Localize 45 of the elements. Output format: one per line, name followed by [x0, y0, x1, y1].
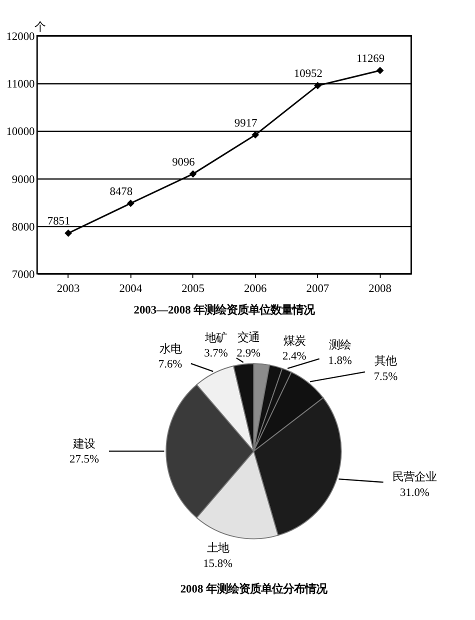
slice-label: 民营企业: [392, 470, 437, 484]
slice-label: 测绘: [329, 340, 352, 352]
data-label: 10952: [294, 68, 323, 80]
y-tick-label: 7000: [12, 268, 36, 281]
point: [126, 200, 134, 208]
x-tick-label: 2008: [368, 283, 392, 296]
text: 2003—2008 年测绘资质单位数量情况: [134, 304, 316, 317]
text: 2008 年测绘资质单位分布情况: [180, 582, 328, 596]
slice-label: 地矿: [204, 332, 227, 345]
data-label: 2.4%: [282, 350, 307, 363]
x-tick-label: 2006: [244, 283, 268, 296]
data-label: 7.6%: [158, 358, 183, 371]
slice-label: 水电: [159, 342, 182, 356]
data-label: 8478: [110, 186, 133, 198]
slice-label: 其他: [374, 354, 397, 368]
data-label: 2.9%: [236, 347, 262, 360]
point: [314, 82, 322, 90]
slice-label: 煤炭: [283, 334, 306, 348]
y-axis-title: 个: [34, 21, 46, 34]
slice-label: 交通: [238, 331, 260, 344]
data-label: 7.5%: [374, 370, 398, 383]
data-label: 11269: [356, 52, 385, 65]
data-label: 15.8%: [203, 558, 234, 570]
data-label: 9096: [172, 156, 196, 168]
x-tick-label: 2005: [182, 283, 205, 296]
point: [252, 131, 260, 139]
y-tick-label: 8000: [12, 221, 36, 234]
x-tick-label: 2003: [56, 283, 80, 296]
y-tick-label: 12000: [6, 30, 36, 43]
y-tick-label: 9000: [12, 174, 36, 186]
x-tick-label: 2004: [119, 283, 142, 296]
y-tick-label: 10000: [6, 126, 36, 138]
point: [64, 229, 72, 237]
point: [189, 170, 197, 178]
data-label: 31.0%: [400, 486, 430, 499]
data-label: 7851: [47, 216, 70, 228]
data-label: 27.5%: [70, 454, 100, 466]
slice-label: 土地: [206, 542, 229, 555]
slice-label: 建设: [72, 437, 96, 450]
data-label: 9917: [234, 117, 258, 130]
data-label: 1.8%: [328, 354, 352, 367]
data-label: 3.7%: [204, 348, 228, 360]
y-tick-label: 11000: [6, 78, 36, 91]
x-tick-label: 2007: [306, 283, 330, 296]
point: [376, 66, 384, 74]
